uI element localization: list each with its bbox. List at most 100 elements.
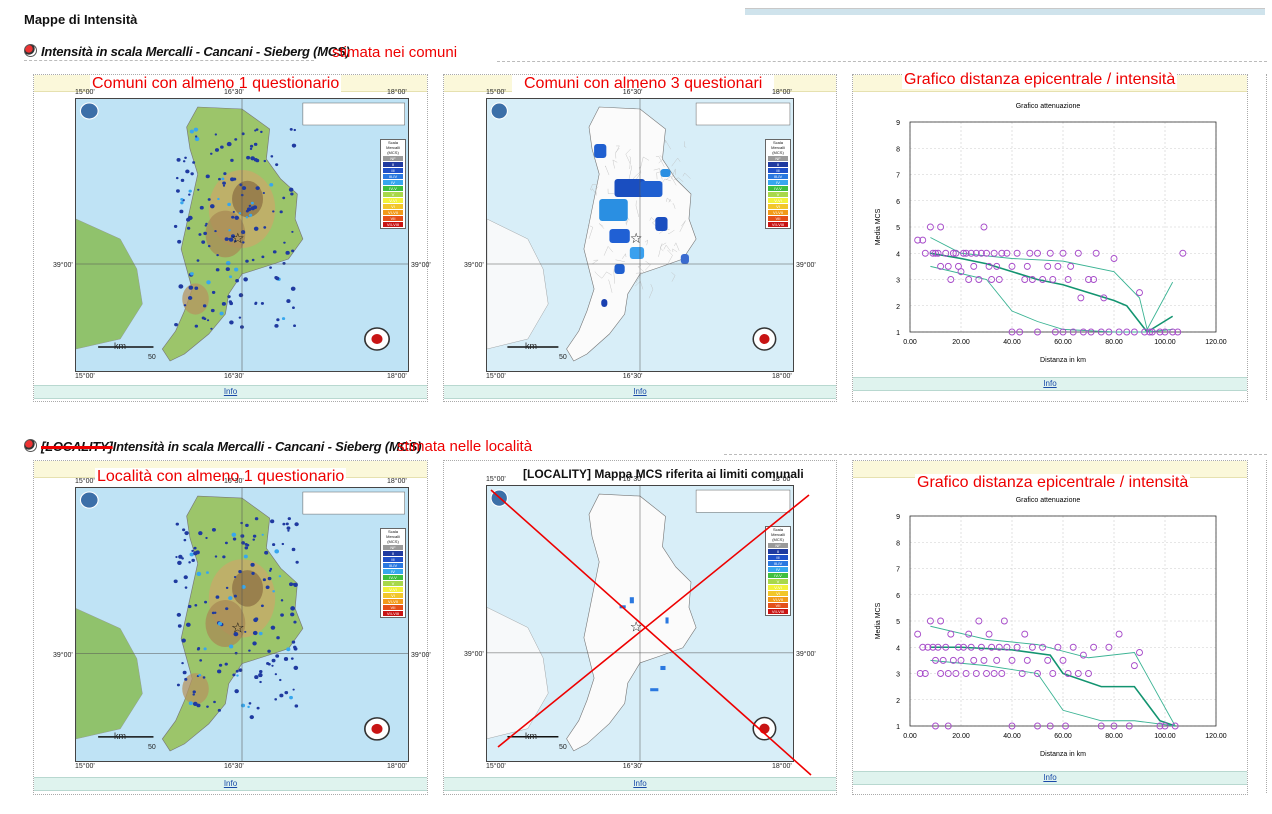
questionnaire-point [184,156,187,159]
questionnaire-point [217,621,223,626]
longitude-label: 18°00' [387,478,407,485]
questionnaire-point [279,693,284,698]
questionnaire-point [253,142,258,146]
panel-caption: Grafico distanza epicentrale / intensità [915,474,1191,492]
data-point [937,670,945,677]
questionnaire-point [193,546,197,550]
questionnaire-point [293,620,297,624]
questionnaire-point [196,259,200,262]
data-point [1018,670,1026,677]
questionnaire-point [259,680,262,684]
questionnaire-point [269,266,272,269]
questionnaire-point [271,664,274,667]
relief-shading [182,673,209,705]
questionnaire-point [274,673,278,676]
commune-border [658,155,664,164]
questionnaire-point [189,552,194,557]
x-axis-label: Distanza in km [1040,751,1086,758]
info-link[interactable]: Info [223,779,238,788]
intensity-map[interactable]: ☆ Scala Mercalli (MCS) NF II III III-IV IV IV-V… [486,98,794,372]
legend-level: VI [383,204,403,209]
commune-intensity-area [614,264,625,274]
data-point [995,276,1003,283]
commune-border [655,156,665,167]
longitude-label: 16°30' [622,476,643,483]
questionnaire-point [217,669,222,674]
commune-border [671,157,681,167]
intensity-map[interactable]: ☆ Scala Mercalli (MCS) NF II III III-IV IV IV-V… [75,487,409,762]
questionnaire-point [220,145,224,149]
data-point [1034,249,1041,257]
questionnaire-point [192,693,195,696]
questionnaire-point [274,323,279,328]
questionnaire-point [182,160,186,163]
commune-border [645,260,651,271]
questionnaire-point [192,161,196,164]
questionnaire-point [289,695,293,700]
series-line [930,659,1176,727]
data-point [1028,643,1036,651]
data-point [926,617,934,625]
questionnaire-point [293,324,297,328]
questionnaire-point [262,578,266,582]
questionnaire-point [177,560,182,566]
info-link[interactable]: Info [223,387,238,396]
legend-level: V [383,581,403,586]
longitude-label: 18°00' [772,89,792,96]
questionnaire-point [180,178,185,182]
data-point [942,249,950,257]
data-point [942,643,950,651]
questionnaire-point [192,690,196,694]
questionnaire-point [202,676,206,679]
commune-border [622,253,627,259]
questionnaire-point [293,665,299,671]
data-point [1169,328,1177,336]
info-link[interactable]: Info [633,779,647,788]
questionnaire-point [211,527,216,532]
questionnaire-point [191,558,195,562]
questionnaire-point [188,561,191,564]
data-point [929,249,937,257]
intensity-map[interactable]: ☆ Scala Mercalli (MCS) NF II III III-IV IV IV-V… [75,98,409,372]
map-info-box [302,491,405,515]
questionnaire-point [211,290,216,294]
y-axis-label: Media MCS [875,602,882,639]
data-point [1039,276,1047,283]
questionnaire-point [193,551,198,556]
commune-border [665,140,672,150]
land-area [487,607,549,739]
data-point [944,262,952,270]
questionnaire-point [189,129,194,134]
data-point [1054,262,1062,270]
relief-shading [205,210,246,258]
data-point [944,722,952,730]
x-tick-label: 40.00 [1003,733,1021,740]
questionnaire-point [187,604,192,609]
crossed-out-mark [490,489,812,776]
questionnaire-point [196,647,200,651]
questionnaire-point [225,607,229,611]
questionnaire-point [197,188,200,191]
info-link[interactable]: Info [1043,773,1057,782]
questionnaire-point [222,184,226,187]
questionnaire-point [235,279,239,283]
commune-border [640,156,650,169]
questionnaire-point [252,641,257,646]
questionnaire-point [218,663,223,667]
panel-caption: Comuni con almeno 3 questionari [512,75,775,93]
longitude-label: 16°30' [223,373,244,380]
info-link[interactable]: Info [1043,379,1057,388]
info-link[interactable]: Info [633,387,647,396]
questionnaire-point [210,327,213,330]
data-point [1028,276,1036,283]
questionnaire-point [233,631,239,637]
data-point [960,643,968,651]
relief-shading [232,570,264,607]
section-note: stimata nelle località [397,438,533,455]
questionnaire-point [231,532,237,537]
questionnaire-point [240,703,246,708]
y-tick-label: 7 [896,173,900,180]
questionnaire-point [267,649,271,653]
questionnaire-point [240,521,243,525]
section-divider [724,454,1267,455]
